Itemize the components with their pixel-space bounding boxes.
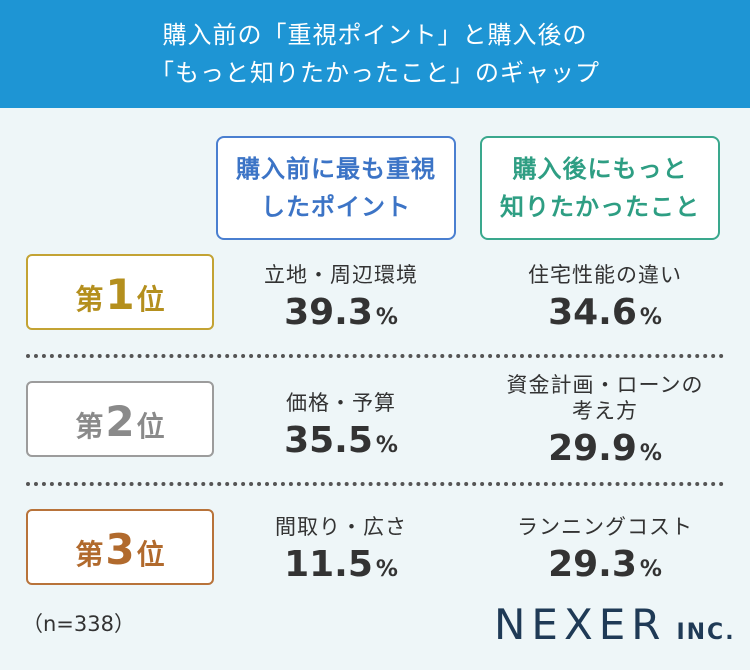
rank-3-before-item: 間取り・広さ <box>275 515 407 539</box>
logo-sub-text: INC. <box>676 620 736 645</box>
rank-1-after-unit: % <box>639 305 662 330</box>
column-header-before-line-2: したポイント <box>261 193 411 221</box>
rank-2-before-item: 価格・予算 <box>286 391 396 415</box>
rank-1-after-percent: 34.6% <box>475 290 735 341</box>
rank-1-after-item: 住宅性能の違い <box>528 263 682 287</box>
rank-3-before-value: 11.5 <box>284 544 373 585</box>
rank-3-before-percent: 11.5% <box>211 542 471 593</box>
rank-2-after-unit: % <box>639 441 662 466</box>
rank-3-badge: 第 3 位 <box>26 509 214 585</box>
rank-3-after-item: ランニングコスト <box>517 515 693 539</box>
title-line-1: 購入前の「重視ポイント」と購入後の <box>162 21 588 49</box>
rank-1-before-unit: % <box>375 305 398 330</box>
rank-2-before-value: 35.5 <box>284 420 373 461</box>
rank-2-after-item-line-1: 資金計画・ローンの <box>506 373 704 397</box>
rank-3-after-unit: % <box>639 557 662 582</box>
rank-2-after-cell: 資金計画・ローンの 考え方 29.9% <box>475 372 735 477</box>
column-header-before-line-1: 購入前に最も重視 <box>236 155 436 183</box>
rank-2-number: 2 <box>105 397 135 446</box>
rank-2-before-percent: 35.5% <box>211 418 471 469</box>
rank-2-before-cell: 価格・予算 35.5% <box>211 390 471 469</box>
rank-1-after-cell: 住宅性能の違い 34.6% <box>475 262 735 341</box>
rank-3-before-unit: % <box>375 557 398 582</box>
column-header-after-line-2: 知りたかったこと <box>500 193 700 221</box>
rank-2-before-unit: % <box>375 433 398 458</box>
rank-1-number: 1 <box>105 270 135 319</box>
rank-1-before-value: 39.3 <box>284 292 373 333</box>
sample-size-note: （n=338） <box>22 612 135 636</box>
title-banner: 購入前の「重視ポイント」と購入後の 「もっと知りたかったこと」のギャップ <box>0 0 750 108</box>
rank-3-number: 3 <box>105 525 135 574</box>
rank-1-after-value: 34.6 <box>548 292 637 333</box>
logo-main-text: NEXER <box>494 600 667 649</box>
rank-2-badge: 第 2 位 <box>26 381 214 457</box>
rank-3-prefix: 第 <box>75 538 104 571</box>
rank-3-suffix: 位 <box>136 538 165 571</box>
rank-3-before-cell: 間取り・広さ 11.5% <box>211 514 471 593</box>
rank-1-before-percent: 39.3% <box>211 290 471 341</box>
column-header-after-purchase: 購入後にもっと 知りたかったこと <box>480 136 720 240</box>
rank-3-after-cell: ランニングコスト 29.3% <box>475 514 735 593</box>
rank-1-before-cell: 立地・周辺環境 39.3% <box>211 262 471 341</box>
rank-2-after-percent: 29.9% <box>475 426 735 477</box>
title-line-2: 「もっと知りたかったこと」のギャップ <box>150 59 600 87</box>
column-header-before-purchase: 購入前に最も重視 したポイント <box>216 136 456 240</box>
row-divider-1 <box>26 354 724 358</box>
rank-2-prefix: 第 <box>75 410 104 443</box>
rank-2-suffix: 位 <box>136 410 165 443</box>
rank-2-after-value: 29.9 <box>548 428 637 469</box>
rank-1-prefix: 第 <box>75 283 104 316</box>
rank-1-suffix: 位 <box>136 283 165 316</box>
rank-1-before-item: 立地・周辺環境 <box>264 263 418 287</box>
rank-3-after-value: 29.3 <box>548 544 637 585</box>
rank-2-after-item-line-2: 考え方 <box>572 399 638 423</box>
rank-3-after-percent: 29.3% <box>475 542 735 593</box>
column-header-after-line-1: 購入後にもっと <box>512 155 688 183</box>
rank-1-badge: 第 1 位 <box>26 254 214 330</box>
row-divider-2 <box>26 482 724 486</box>
nexer-logo: NEXER INC. <box>494 600 736 649</box>
